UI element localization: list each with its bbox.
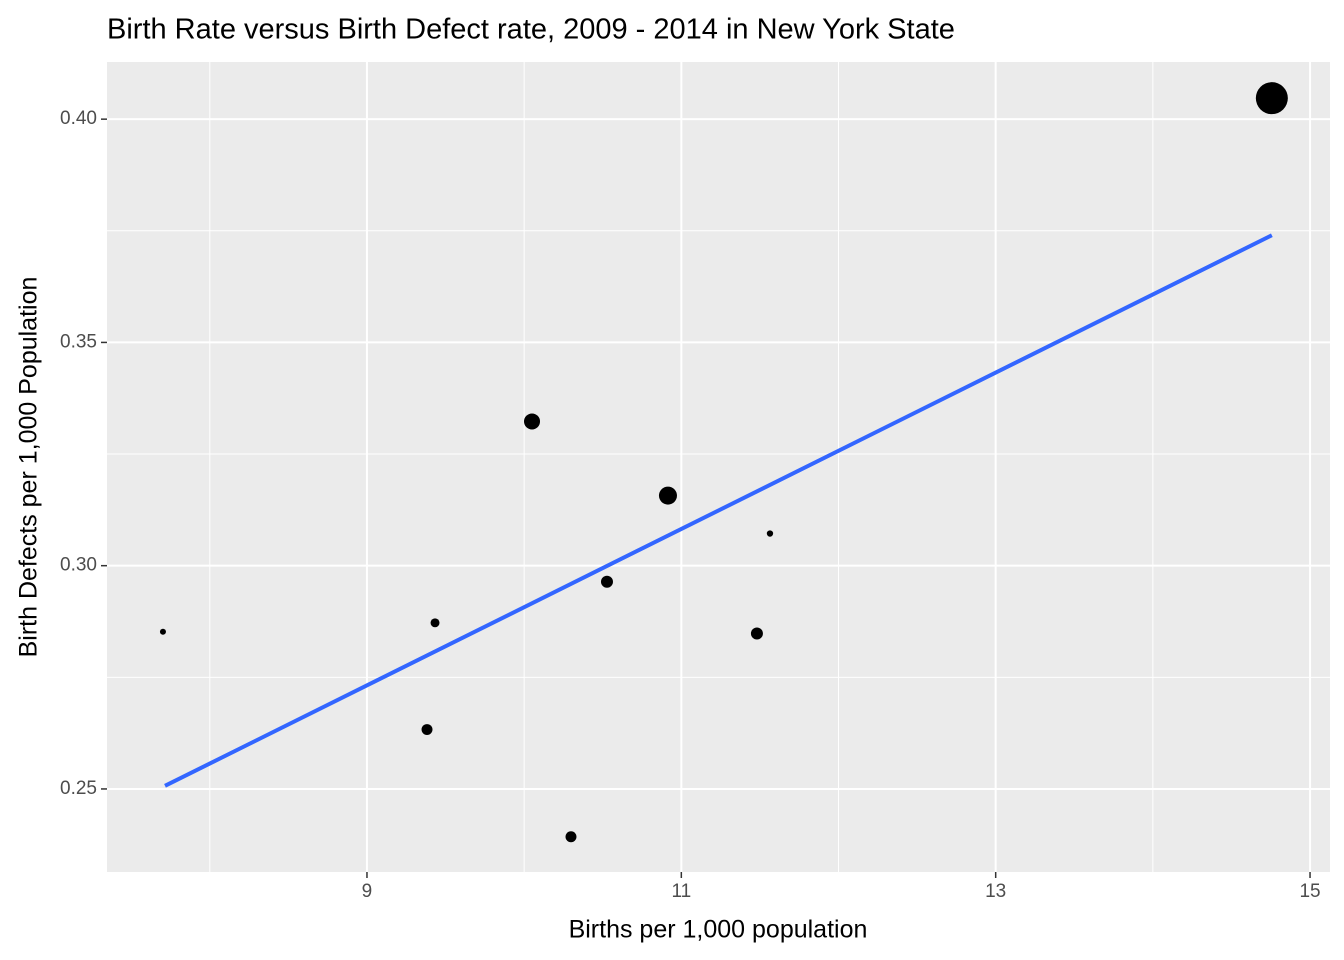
- x-tick-label: 15: [1299, 881, 1320, 902]
- point: [1255, 82, 1288, 115]
- y-tick-label: 0.35: [60, 331, 97, 352]
- point: [600, 575, 613, 588]
- point: [421, 724, 433, 736]
- point: [750, 627, 763, 640]
- point: [159, 628, 166, 635]
- x-tick-label: 11: [671, 881, 691, 902]
- point: [565, 831, 577, 843]
- point: [658, 486, 677, 505]
- x-tick-label: 13: [985, 881, 1006, 902]
- y-tick-label: 0.25: [60, 778, 97, 799]
- plot-background: [107, 62, 1330, 872]
- trend-line: [164, 233, 1273, 788]
- point: [766, 530, 774, 537]
- point: [524, 413, 541, 430]
- chart-title: Birth Rate versus Birth Defect rate, 200…: [107, 14, 955, 46]
- y-tick-label: 0.30: [60, 555, 97, 576]
- x-axis-title: Births per 1,000 population: [569, 916, 868, 944]
- x-tick-label: 9: [362, 881, 373, 902]
- y-axis-title: Birth Defects per 1,000 Population: [15, 277, 43, 658]
- y-tick-label: 0.40: [60, 108, 97, 129]
- point: [430, 618, 440, 628]
